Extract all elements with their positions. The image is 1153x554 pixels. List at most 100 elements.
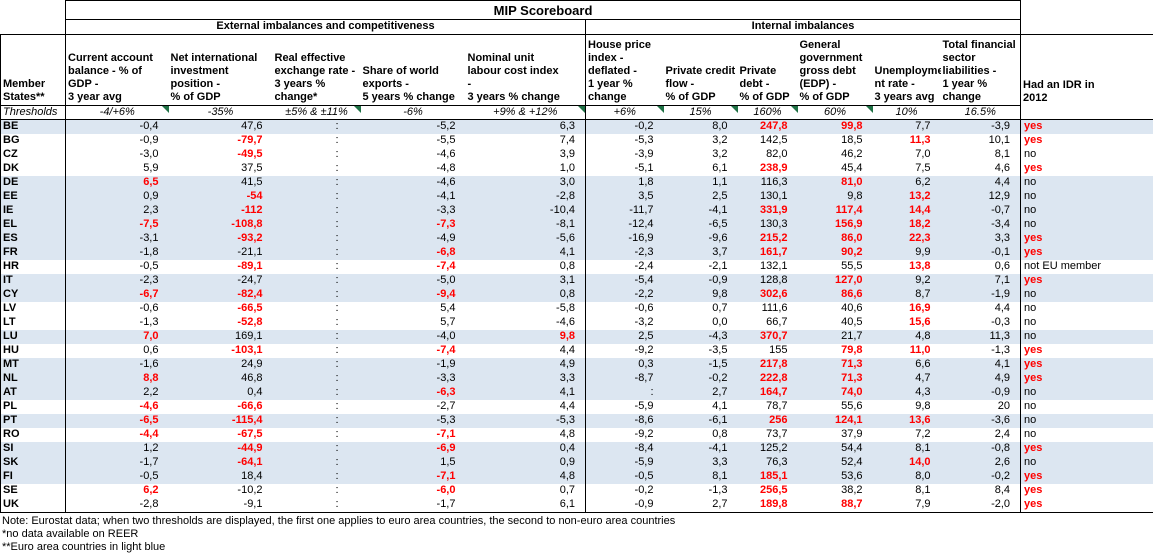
value-cell: 81,0: [798, 176, 873, 190]
value-cell: :: [273, 232, 361, 246]
value-cell: :: [273, 330, 361, 344]
member-code: LT: [1, 316, 66, 330]
idr-cell: no: [1021, 148, 1153, 162]
value-cell: -112: [169, 204, 273, 218]
thresholds-row: Thresholds -4/+6% -35% ±5% & ±11% -6% +9…: [1, 105, 1153, 119]
member-code: IT: [1, 274, 66, 288]
value-cell: :: [273, 134, 361, 148]
idr-cell: no: [1021, 414, 1153, 428]
value-cell: 11,3: [873, 134, 941, 148]
value-cell: -0,5: [586, 470, 664, 484]
value-cell: 156,9: [798, 218, 873, 232]
value-cell: 0,6: [66, 344, 169, 358]
value-cell: -9,2: [586, 428, 664, 442]
value-cell: 38,2: [798, 484, 873, 498]
value-cell: -64,1: [169, 456, 273, 470]
value-cell: -82,4: [169, 288, 273, 302]
value-cell: 3,1: [466, 274, 586, 288]
value-cell: :: [273, 162, 361, 176]
value-cell: -1,6: [66, 358, 169, 372]
value-cell: 161,7: [738, 246, 798, 260]
comment-marker-icon: [657, 106, 664, 113]
value-cell: 3,2: [664, 134, 738, 148]
member-code: LV: [1, 302, 66, 316]
threshold-cell: 160%: [738, 105, 798, 119]
value-cell: 0,4: [466, 442, 586, 456]
value-cell: -44,9: [169, 442, 273, 456]
member-code: PL: [1, 400, 66, 414]
value-cell: :: [273, 456, 361, 470]
value-cell: 331,9: [738, 204, 798, 218]
value-cell: -1,7: [66, 456, 169, 470]
col-header-ulc: Nominal unit labour cost index - 3 years…: [466, 34, 586, 105]
value-cell: -67,5: [169, 428, 273, 442]
value-cell: 0,8: [664, 428, 738, 442]
note-line: Note: Eurostat data; when two thresholds…: [2, 515, 1153, 528]
member-code: SE: [1, 484, 66, 498]
value-cell: :: [273, 498, 361, 513]
col-header-reer: Real effective exchange rate - 3 years %…: [273, 34, 361, 105]
member-code: DK: [1, 162, 66, 176]
threshold-cell: -35%: [169, 105, 273, 119]
value-cell: -3,6: [941, 414, 1021, 428]
column-header-row: Member States** Current account balance …: [1, 34, 1153, 105]
value-cell: -8,6: [586, 414, 664, 428]
value-cell: 4,9: [941, 372, 1021, 386]
value-cell: 130,1: [738, 190, 798, 204]
value-cell: :: [273, 344, 361, 358]
member-states-header: Member States**: [1, 34, 66, 105]
value-cell: 3,3: [466, 372, 586, 386]
value-cell: -0,7: [941, 204, 1021, 218]
value-cell: -54: [169, 190, 273, 204]
value-cell: 66,7: [738, 316, 798, 330]
value-cell: :: [273, 148, 361, 162]
value-cell: -0,2: [586, 484, 664, 498]
corner-spacer: [1, 1, 66, 20]
value-cell: 4,4: [941, 176, 1021, 190]
value-cell: -2,0: [941, 498, 1021, 513]
value-cell: -66,5: [169, 302, 273, 316]
value-cell: 7,9: [873, 498, 941, 513]
col-header-idr: Had an IDR in 2012: [1021, 34, 1153, 119]
value-cell: 4,3: [873, 386, 941, 400]
value-cell: 8,1: [873, 442, 941, 456]
value-cell: :: [273, 400, 361, 414]
value-cell: 45,4: [798, 162, 873, 176]
value-cell: 142,5: [738, 134, 798, 148]
value-cell: 128,8: [738, 274, 798, 288]
member-code: CZ: [1, 148, 66, 162]
value-cell: 3,3: [941, 232, 1021, 246]
value-cell: -5,3: [361, 414, 466, 428]
member-code: LU: [1, 330, 66, 344]
value-cell: 130,3: [738, 218, 798, 232]
table-head-section: MIP Scoreboard External imbalances and c…: [1, 1, 1153, 120]
member-code: MT: [1, 358, 66, 372]
comment-marker-icon: [731, 106, 738, 113]
value-cell: 71,3: [798, 358, 873, 372]
value-cell: -10,4: [466, 204, 586, 218]
value-cell: -2,4: [586, 260, 664, 274]
value-cell: 86,0: [798, 232, 873, 246]
value-cell: -2,7: [361, 400, 466, 414]
value-cell: 5,7: [361, 316, 466, 330]
col-header-gov-debt: General government gross debt (EDP) - % …: [798, 34, 873, 105]
idr-cell: no: [1021, 204, 1153, 218]
group-header-row: External imbalances and competitiveness …: [1, 20, 1153, 35]
member-code: HU: [1, 344, 66, 358]
value-cell: 53,6: [798, 470, 873, 484]
value-cell: 127,0: [798, 274, 873, 288]
member-code: CY: [1, 288, 66, 302]
threshold-cell: 15%: [664, 105, 738, 119]
value-cell: -5,1: [586, 162, 664, 176]
value-cell: 2,5: [664, 190, 738, 204]
value-cell: 4,4: [941, 302, 1021, 316]
value-cell: 13,2: [873, 190, 941, 204]
value-cell: 71,3: [798, 372, 873, 386]
value-cell: -0,9: [66, 134, 169, 148]
value-cell: :: [273, 204, 361, 218]
